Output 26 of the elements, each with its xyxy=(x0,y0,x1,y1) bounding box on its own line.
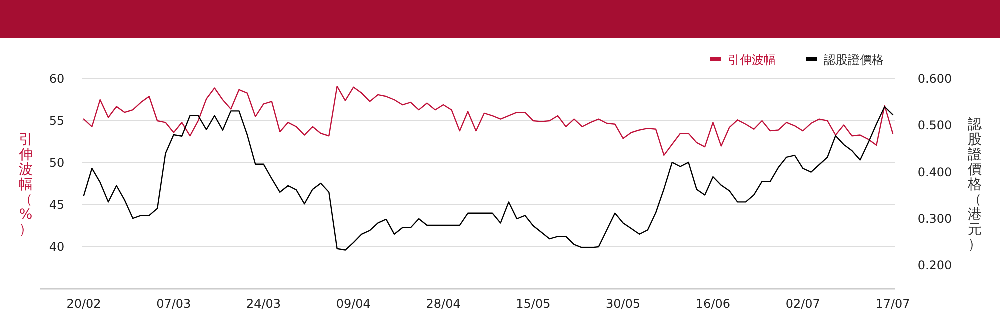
y2-tick-label: 0.200 xyxy=(918,258,952,273)
x-tick-label: 24/03 xyxy=(246,297,282,311)
x-tick-label: 30/05 xyxy=(606,297,641,311)
legend-label: 引伸波幅 xyxy=(728,53,776,67)
y-tick-label: 50 xyxy=(49,156,65,170)
x-tick-label: 02/07 xyxy=(786,297,820,311)
y-tick-label: 60 xyxy=(49,72,65,86)
text: 認股證價格（港元） xyxy=(968,117,982,253)
x-tick-label: 09/04 xyxy=(336,297,371,311)
y-axis-title: 引伸波幅（%） xyxy=(18,132,33,238)
x-tick-label: 16/06 xyxy=(696,297,731,311)
y2-tick-label: 0.600 xyxy=(918,72,952,86)
line-series xyxy=(83,86,894,156)
y2-tick-label: 0.400 xyxy=(918,165,952,180)
x-tick-label: 28/04 xyxy=(426,297,461,311)
x-tick-label: 15/05 xyxy=(516,297,551,311)
y2-tick-label: 0.500 xyxy=(918,118,952,133)
y-tick-label: 55 xyxy=(49,114,65,128)
y2-tick-label: 0.300 xyxy=(918,212,952,226)
line-series xyxy=(83,106,894,251)
legend-label: 認股證價格 xyxy=(824,53,884,67)
x-tick-label: 07/03 xyxy=(156,297,192,311)
x-tick-label: 17/07 xyxy=(876,297,910,311)
x-tick-label: 20/02 xyxy=(66,297,102,311)
y-tick-label: 40 xyxy=(49,240,65,254)
y-tick-label: 45 xyxy=(49,198,65,212)
